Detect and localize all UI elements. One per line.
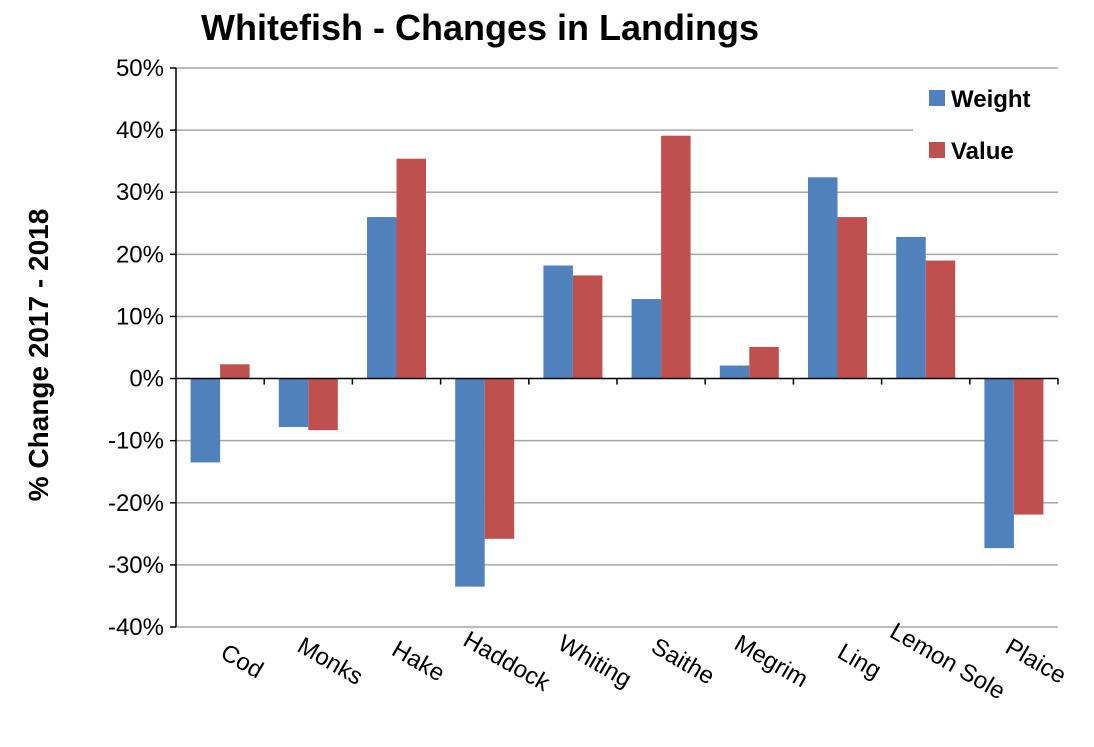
legend-label-value: Value: [951, 138, 1014, 165]
bar-value-hake: [396, 158, 426, 379]
y-tick-label: -20%: [108, 490, 164, 517]
bar-value-megrim: [749, 346, 779, 379]
bar-value-haddock: [484, 378, 515, 539]
x-tick-labels: Cod Monks Hake Haddock Whiting Saithe Megrim Li…: [216, 618, 1071, 705]
y-tick-label: 40%: [116, 117, 164, 144]
bar-value-plaice: [1013, 378, 1044, 515]
bar-weight-megrim: [719, 365, 750, 379]
bar-weight-haddock: [455, 378, 485, 587]
x-tick-label: Plaice: [1001, 633, 1071, 689]
bar-value-saithe: [661, 135, 691, 379]
x-tick-label: Saithe: [647, 633, 719, 690]
y-tick-label: 10%: [116, 303, 164, 330]
y-tick-label: 20%: [116, 241, 164, 268]
bar-weight-ling: [808, 177, 838, 379]
bar-weight-plaice: [984, 378, 1014, 549]
x-tick-label: Whiting: [553, 630, 636, 693]
grid-lines: [176, 67, 1058, 628]
y-tick-label: -10%: [108, 428, 164, 455]
bar-weight-saithe: [631, 299, 662, 379]
x-tick-label: Haddock: [459, 626, 555, 697]
bar-weight-monks: [278, 378, 309, 428]
bar-value-monks: [308, 378, 338, 431]
y-tick-label: 30%: [116, 179, 164, 206]
y-tick-label: 0%: [129, 366, 164, 393]
axes: [170, 67, 1059, 628]
bar-weight-lemon-sole: [896, 236, 926, 379]
y-tick-labels: -40% -30% -20% -10% 0% 10% 20% 30% 40% 50%: [108, 55, 164, 641]
x-tick-label: Ling: [833, 638, 886, 684]
x-tick-label: Lemon Sole: [885, 618, 1009, 705]
chart-title: Whitefish - Changes in Landings: [201, 7, 759, 48]
legend-label-weight: Weight: [951, 86, 1031, 113]
x-tick-label: Hake: [387, 636, 449, 687]
legend-swatch-weight: [929, 90, 945, 106]
bar-value-whiting: [572, 275, 603, 379]
y-axis-label: % Change 2017 - 2018: [23, 209, 54, 502]
y-tick-label: -30%: [108, 552, 164, 579]
y-tick-label: -40%: [108, 614, 164, 641]
bar-value-lemon-sole: [925, 260, 956, 379]
legend-swatch-value: [929, 142, 945, 158]
bar-value-cod: [220, 364, 250, 379]
bar-value-ling: [837, 217, 867, 379]
legend: Weight Value: [913, 78, 1058, 178]
x-tick-label: Monks: [293, 632, 368, 691]
bar-weight-whiting: [543, 265, 573, 379]
bars: [190, 135, 1044, 587]
x-tick-label: Megrim: [730, 630, 813, 693]
bar-weight-cod: [190, 378, 221, 463]
x-tick-label: Cod: [216, 639, 268, 684]
y-tick-label: 50%: [116, 55, 164, 82]
bar-weight-hake: [367, 217, 397, 379]
